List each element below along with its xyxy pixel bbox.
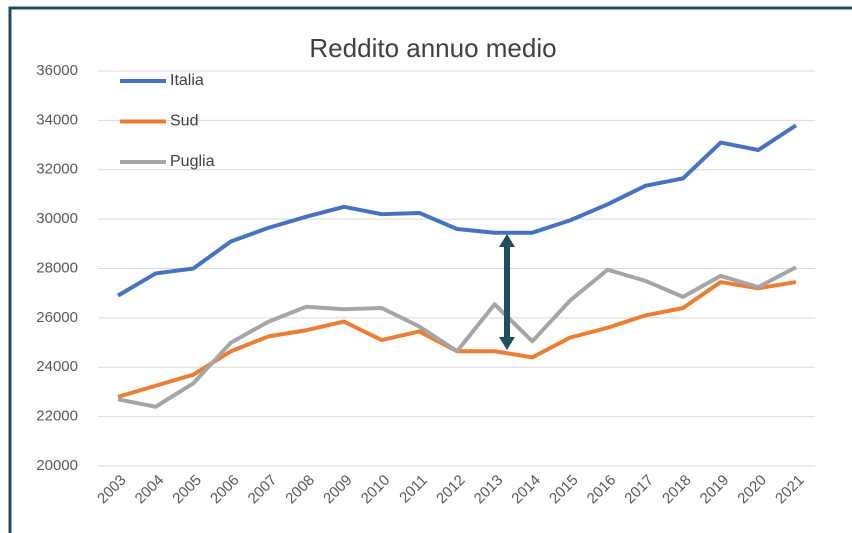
double-arrow (499, 234, 515, 350)
frame (8, 6, 852, 533)
y-tick-label: 22000 (36, 408, 78, 425)
y-tick-label: 32000 (36, 161, 78, 178)
y-tick-label: 28000 (36, 259, 78, 276)
y-tick-label: 36000 (36, 62, 78, 79)
y-tick-label: 26000 (36, 309, 78, 326)
legend-label: Italia (170, 72, 204, 89)
series-line (116, 123, 798, 298)
legend-label: Puglia (170, 153, 215, 170)
y-tick-label: 34000 (36, 111, 78, 128)
y-tick-label: 24000 (36, 358, 78, 375)
chart-title: Reddito annuo medio (309, 33, 556, 63)
legend-label: Sud (170, 113, 198, 130)
y-tick-label: 30000 (36, 210, 78, 227)
series-line (117, 265, 797, 409)
y-tick-label: 20000 (36, 457, 78, 474)
